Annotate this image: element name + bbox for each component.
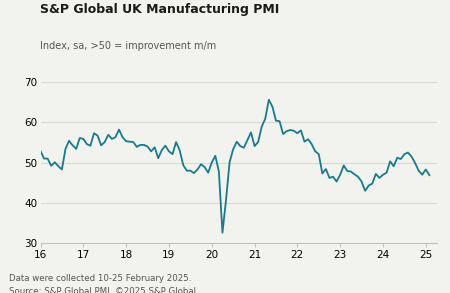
Text: Data were collected 10-25 February 2025.: Data were collected 10-25 February 2025. (9, 274, 191, 283)
Text: S&P Global UK Manufacturing PMI: S&P Global UK Manufacturing PMI (40, 3, 280, 16)
Text: Source: S&P Global PMI. ©2025 S&P Global.: Source: S&P Global PMI. ©2025 S&P Global… (9, 287, 198, 293)
Text: Index, sa, >50 = improvement m/m: Index, sa, >50 = improvement m/m (40, 41, 217, 51)
